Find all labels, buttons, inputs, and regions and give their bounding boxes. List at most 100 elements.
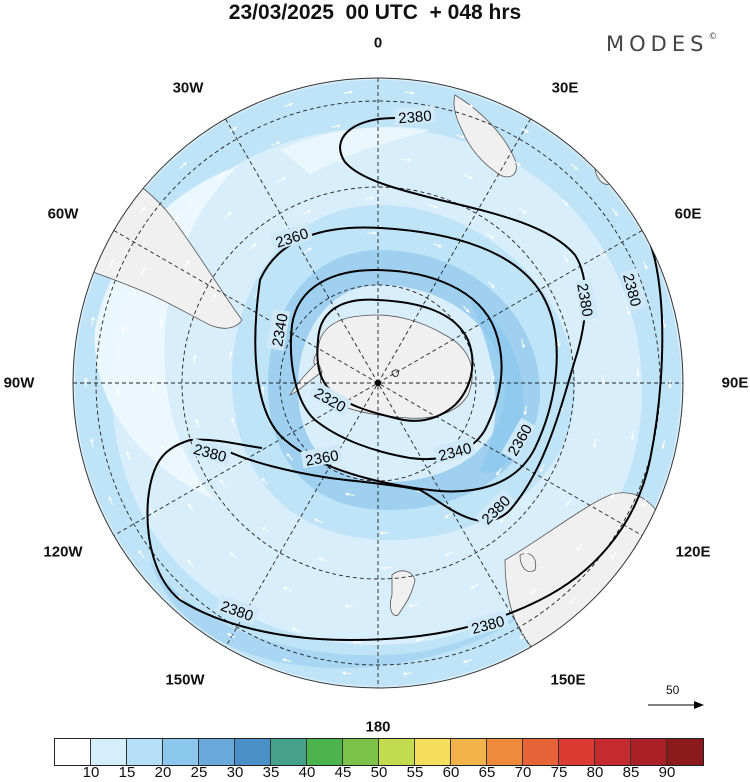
colorbar-swatch [271, 739, 307, 765]
wind-vector-head [342, 671, 346, 676]
wind-vector-head [490, 376, 495, 380]
wind-vector-head [408, 603, 413, 608]
contour-label: 2360 [300, 444, 343, 470]
wind-vector-head [344, 604, 348, 609]
wind-vector-head [500, 518, 504, 523]
wind-vector-head [557, 343, 561, 347]
longitude-label-150e: 150E [550, 671, 586, 689]
contour-label-bg [394, 105, 436, 126]
longitude-label-90w: 90W [3, 374, 35, 392]
contour-label-bg [474, 488, 516, 530]
contour-2380-east [146, 124, 664, 642]
wind-vector-head [566, 502, 571, 506]
wind-vector-head [150, 381, 155, 385]
wind-vector-head [539, 468, 544, 473]
longitude-label-120w: 120W [43, 543, 83, 561]
wind-vector-head [576, 547, 581, 551]
jet-core [268, 250, 540, 510]
contour-label-text: 2380 [398, 108, 433, 128]
wind-vector-head [614, 212, 618, 216]
wind-vector-head [592, 444, 597, 448]
wind-vector-head [289, 102, 293, 107]
wind-vector-head [318, 557, 322, 562]
longitude-label-180: 180 [365, 718, 391, 736]
contour-label-text: 2340 [269, 312, 292, 348]
wind-vector-head [668, 385, 673, 389]
contour-label-bg [574, 278, 599, 321]
wind-vector-head [212, 293, 217, 298]
colorbar-label: 35 [262, 764, 280, 781]
wind-vector-head [408, 157, 412, 162]
jet-core-east [470, 300, 524, 474]
wind-vector-head [438, 243, 442, 248]
contour-label: 2380 [394, 105, 436, 127]
wind-vector-head [187, 503, 192, 508]
colorbar-label: 15 [118, 764, 136, 781]
contour-2360 [254, 226, 558, 493]
wind-vector-head [227, 632, 231, 637]
wind-vector-head [291, 627, 295, 632]
wind-vector-head [496, 471, 500, 476]
antarctica [313, 314, 473, 419]
colorbar-label: 80 [586, 764, 604, 781]
wind-vector-head [219, 478, 223, 483]
wind-vector-head [573, 166, 578, 170]
reference-vector-arrow [648, 701, 704, 709]
longitude-label-60w: 60W [47, 205, 79, 223]
colorbar-label: 75 [550, 764, 568, 781]
wind-vector-head [150, 509, 154, 513]
wind-vector-head [373, 230, 377, 235]
wind-vector-head [469, 104, 474, 108]
colorbar-swatch [55, 739, 91, 765]
wind-vector-head [141, 206, 145, 211]
contour-label-bg [309, 381, 353, 417]
wind-vector-head [90, 316, 95, 321]
wind-vector-head [185, 260, 190, 264]
wind-vector-head [444, 514, 449, 518]
wind-vector-head [89, 438, 94, 442]
colorbar-label: 40 [298, 764, 316, 781]
wind-vector-head [530, 590, 535, 594]
wind-vectors [83, 90, 673, 676]
wind-vector-head [281, 177, 286, 181]
wind-vector-head [261, 477, 266, 482]
colorbar-swatch [91, 739, 127, 765]
colorbar-label: 50 [370, 764, 388, 781]
wind-vector-head [403, 671, 407, 676]
colorbar-swatch [307, 739, 343, 765]
wind-vector-head [445, 552, 449, 557]
colorbar-swatch [523, 739, 559, 765]
contour-label: 2340 [266, 308, 292, 351]
wind-vector-head [159, 318, 164, 322]
wind-vector-head [286, 453, 291, 458]
wind-vector-head [160, 445, 165, 449]
wind-vector-head [469, 175, 473, 180]
reference-vector-label: 50 [666, 683, 680, 697]
wind-vector-head [370, 196, 375, 201]
wind-vector-head [641, 503, 646, 507]
wind-vector-head [108, 496, 113, 501]
colorbar-label: 25 [190, 764, 208, 781]
wind-vector-head [314, 518, 318, 523]
wind-vector-head [524, 550, 529, 554]
wind-vector-head [349, 90, 353, 95]
wind-vector-head [345, 492, 349, 497]
contour-label: 2380 [474, 488, 516, 530]
colorbar-swatch [379, 739, 415, 765]
wind-vector-head [661, 445, 666, 450]
wind-vector-head [630, 435, 635, 440]
wind-vector-head [519, 635, 523, 639]
longitude-label-30e: 30E [551, 79, 579, 97]
africa [453, 94, 517, 178]
colorbar-label: 60 [442, 764, 460, 781]
colorbar-label: 10 [82, 764, 100, 781]
longitude-label-60e: 60E [674, 205, 702, 223]
colorbar-swatch [415, 739, 451, 765]
contour-label-bg [620, 268, 647, 312]
wind-vector-head [611, 555, 615, 560]
wind-vector-head [283, 586, 287, 591]
wind-south-pacific [150, 560, 540, 669]
colorbar-label: 45 [334, 764, 352, 781]
wind-vector-head [564, 258, 569, 263]
